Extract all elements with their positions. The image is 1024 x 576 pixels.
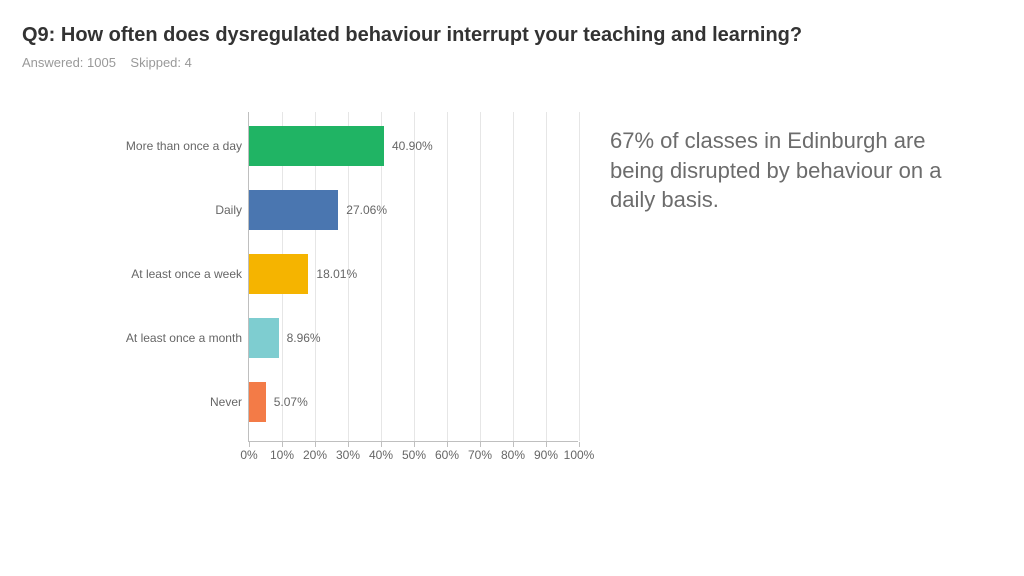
category-label: More than once a day — [108, 139, 242, 153]
x-tick — [381, 442, 382, 447]
bar-value-label: 8.96% — [287, 331, 321, 345]
x-tick-label: 70% — [468, 448, 492, 462]
bar-value-label: 27.06% — [346, 203, 387, 217]
category-label: Daily — [108, 203, 242, 217]
x-tick — [315, 442, 316, 447]
bar — [249, 126, 384, 166]
x-tick-label: 80% — [501, 448, 525, 462]
bar-chart: 0%10%20%30%40%50%60%70%80%90%100%40.90%M… — [108, 112, 588, 492]
x-tick — [414, 442, 415, 447]
skipped-count: 4 — [185, 55, 192, 70]
x-tick-label: 40% — [369, 448, 393, 462]
bar — [249, 318, 279, 358]
x-tick — [480, 442, 481, 447]
x-tick — [513, 442, 514, 447]
bar-row: 27.06% — [249, 190, 338, 230]
x-tick — [546, 442, 547, 447]
question-title: Q9: How often does dysregulated behaviou… — [22, 24, 1002, 47]
gridline — [414, 112, 415, 441]
category-label: Never — [108, 395, 242, 409]
x-tick-label: 20% — [303, 448, 327, 462]
x-tick — [282, 442, 283, 447]
response-meta: Answered: 1005 Skipped: 4 — [22, 55, 1002, 70]
category-label: At least once a week — [108, 267, 242, 281]
skipped-label: Skipped: — [130, 55, 181, 70]
x-tick-label: 50% — [402, 448, 426, 462]
bar-value-label: 18.01% — [316, 267, 357, 281]
x-tick — [249, 442, 250, 447]
bar — [249, 190, 338, 230]
x-tick-label: 30% — [336, 448, 360, 462]
x-tick-label: 100% — [564, 448, 595, 462]
answered-label: Answered: — [22, 55, 83, 70]
summary-callout: 67% of classes in Edinburgh are being di… — [610, 126, 970, 215]
plot-area: 0%10%20%30%40%50%60%70%80%90%100%40.90%M… — [248, 112, 578, 442]
gridline — [480, 112, 481, 441]
x-tick-label: 10% — [270, 448, 294, 462]
gridline — [513, 112, 514, 441]
x-tick — [579, 442, 580, 447]
x-tick-label: 90% — [534, 448, 558, 462]
x-tick — [348, 442, 349, 447]
x-tick — [447, 442, 448, 447]
bar — [249, 382, 266, 422]
bar-value-label: 40.90% — [392, 139, 433, 153]
x-tick-label: 0% — [240, 448, 257, 462]
bar-row: 40.90% — [249, 126, 384, 166]
gridline — [447, 112, 448, 441]
bar-row: 5.07% — [249, 382, 266, 422]
gridline — [579, 112, 580, 441]
bar-row: 18.01% — [249, 254, 308, 294]
answered-count: 1005 — [87, 55, 116, 70]
x-tick-label: 60% — [435, 448, 459, 462]
bar-row: 8.96% — [249, 318, 279, 358]
bar — [249, 254, 308, 294]
category-label: At least once a month — [108, 331, 242, 345]
gridline — [546, 112, 547, 441]
page: Q9: How often does dysregulated behaviou… — [0, 0, 1024, 576]
bar-value-label: 5.07% — [274, 395, 308, 409]
